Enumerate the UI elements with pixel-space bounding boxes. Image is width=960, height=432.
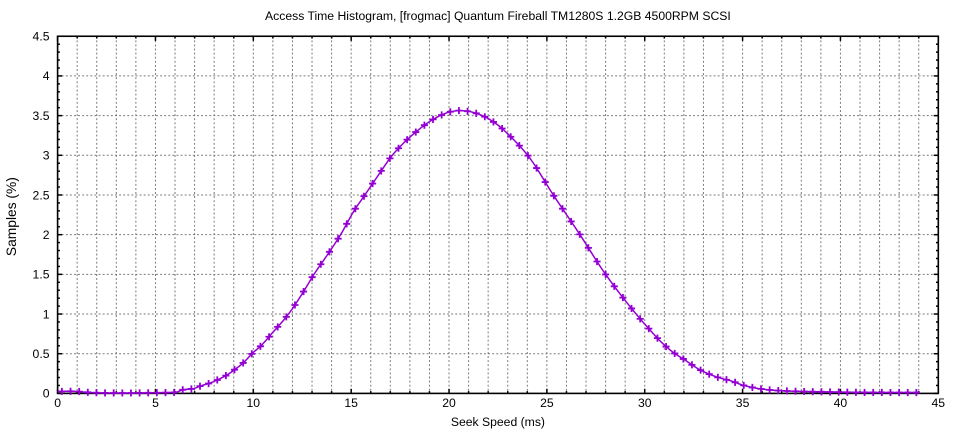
svg-text:0: 0 — [43, 387, 50, 401]
svg-text:30: 30 — [638, 396, 652, 410]
svg-text:1: 1 — [43, 307, 50, 321]
svg-text:Seek Speed (ms): Seek Speed (ms) — [451, 415, 545, 429]
svg-text:40: 40 — [834, 396, 848, 410]
svg-text:1.5: 1.5 — [33, 268, 50, 282]
svg-text:20: 20 — [442, 396, 456, 410]
svg-text:0.5: 0.5 — [33, 347, 50, 361]
svg-text:4.5: 4.5 — [33, 30, 50, 44]
svg-text:Samples (%): Samples (%) — [4, 177, 19, 256]
svg-text:2.5: 2.5 — [33, 188, 50, 202]
svg-text:45: 45 — [932, 396, 946, 410]
svg-text:3: 3 — [43, 149, 50, 163]
svg-text:15: 15 — [344, 396, 358, 410]
svg-text:35: 35 — [736, 396, 750, 410]
svg-text:2: 2 — [43, 228, 50, 242]
svg-text:5: 5 — [152, 396, 159, 410]
svg-text:0: 0 — [54, 396, 61, 410]
svg-text:10: 10 — [247, 396, 261, 410]
svg-text:25: 25 — [540, 396, 554, 410]
svg-text:3.5: 3.5 — [33, 109, 50, 123]
svg-text:4: 4 — [43, 69, 50, 83]
svg-text:Access Time Histogram, [frogma: Access Time Histogram, [frogmac] Quantum… — [265, 9, 731, 23]
